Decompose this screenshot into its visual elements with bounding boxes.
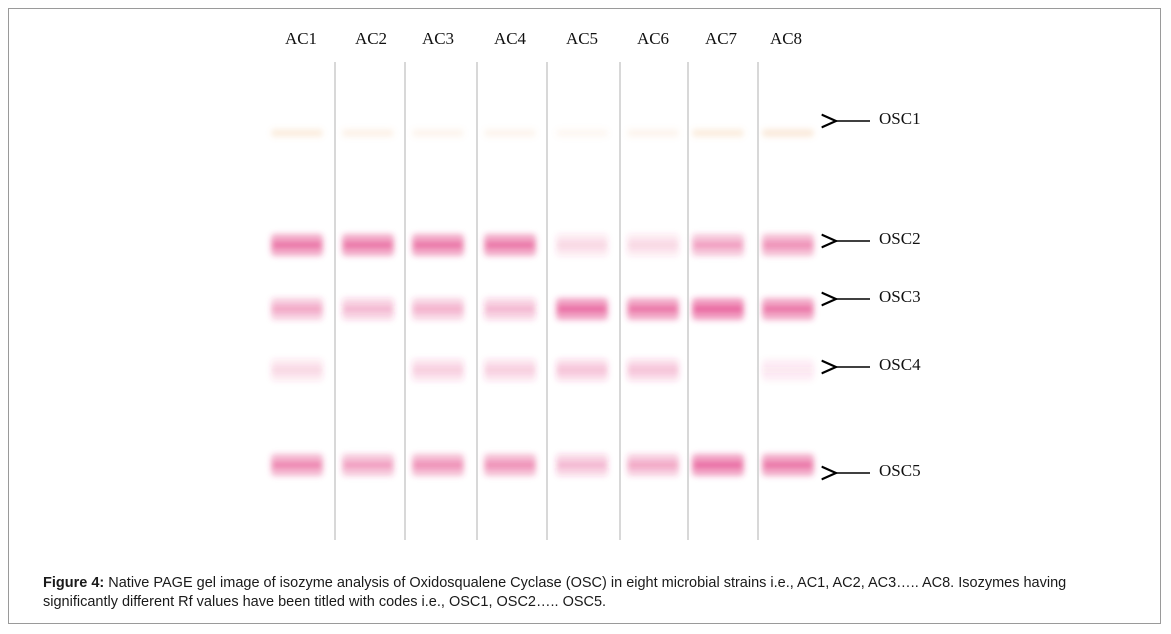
band-core (557, 462, 607, 468)
figure-frame (8, 8, 1161, 624)
band-core (485, 306, 535, 312)
band-label: OSC5 (879, 461, 921, 480)
band-core (343, 306, 393, 312)
lane-label: AC4 (494, 29, 527, 48)
band-core (272, 462, 322, 468)
band-core (557, 306, 607, 312)
lane-label: AC1 (285, 29, 317, 48)
lane-label: AC8 (770, 29, 802, 48)
band-label: OSC2 (879, 229, 921, 248)
caption-text: Native PAGE gel image of isozyme analysi… (43, 575, 1067, 610)
band-core (763, 367, 813, 373)
band (484, 129, 536, 137)
band-core (763, 242, 813, 248)
lane-label: AC6 (637, 29, 669, 48)
band-core (628, 367, 678, 373)
band-core (693, 462, 743, 468)
band-core (413, 242, 463, 248)
band (692, 129, 744, 137)
band (412, 129, 464, 137)
caption-label: Figure 4: (43, 575, 105, 591)
band-core (413, 306, 463, 312)
lane-label: AC7 (705, 29, 738, 48)
band-core (628, 306, 678, 312)
band-core (272, 242, 322, 248)
gel-bands (271, 129, 814, 476)
figure-caption: Figure 4: Native PAGE gel image of isozy… (43, 574, 1143, 612)
band-core (485, 462, 535, 468)
band-core (485, 367, 535, 373)
band-core (413, 462, 463, 468)
band-core (272, 367, 322, 373)
band-core (693, 306, 743, 312)
band-core (485, 242, 535, 248)
band-core (628, 242, 678, 248)
band (762, 129, 814, 137)
band-label: OSC4 (879, 355, 921, 374)
band-core (413, 367, 463, 373)
band (627, 129, 679, 137)
band-label: OSC3 (879, 287, 921, 306)
band-label: OSC1 (879, 109, 921, 128)
band-core (763, 462, 813, 468)
band-core (343, 462, 393, 468)
band (342, 129, 394, 137)
band (271, 129, 323, 137)
band-core (557, 367, 607, 373)
band-core (693, 242, 743, 248)
band-core (272, 306, 322, 312)
band-core (557, 242, 607, 248)
band (556, 129, 608, 137)
lane-label: AC2 (355, 29, 387, 48)
band-core (343, 242, 393, 248)
band-core (763, 306, 813, 312)
band-core (628, 462, 678, 468)
lane-label: AC3 (422, 29, 454, 48)
lane-label: AC5 (566, 29, 598, 48)
